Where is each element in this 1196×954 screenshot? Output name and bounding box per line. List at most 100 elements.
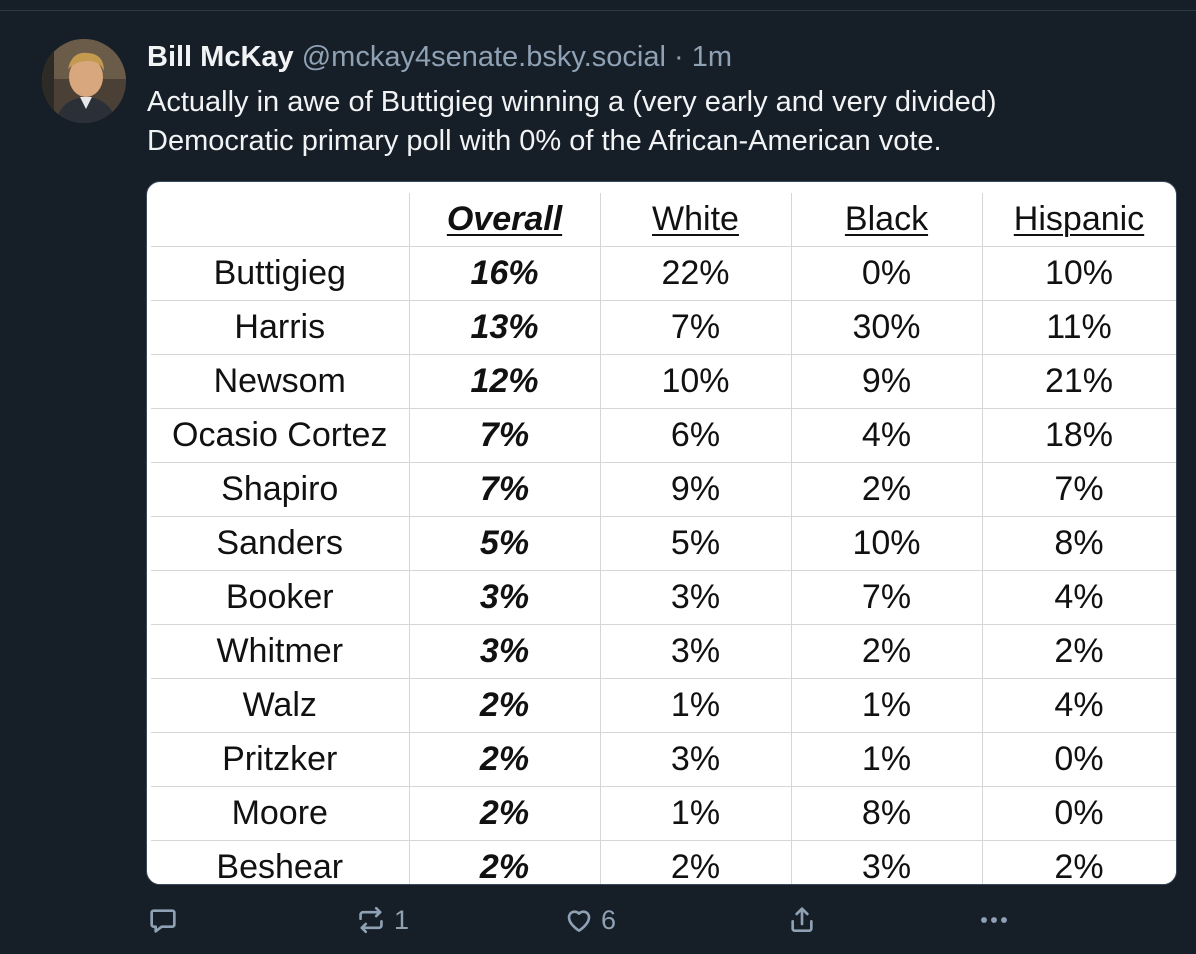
embedded-image[interactable]: Overall White Black Hispanic Buttigieg 16… [146,181,1177,885]
black-value-cell: 10% [791,516,983,571]
header-black: Black [791,193,983,247]
post-text-line: Actually in awe of Buttigieg winning a (… [147,86,997,118]
meta-separator: · [673,41,684,73]
candidate-name-cell: Sanders [151,516,410,571]
overall-value-cell: 7% [409,462,601,517]
overall-value-cell: 2% [409,732,601,787]
table-row: Buttigieg 16% 22% 0% 10% [151,246,1176,301]
black-value-cell: 30% [791,300,983,355]
post-timestamp[interactable]: 1m [691,41,732,73]
reply-button[interactable] [147,903,185,937]
candidate-name-cell: Whitmer [151,624,410,679]
hispanic-value-cell: 4% [982,570,1176,625]
candidate-name-cell: Shapiro [151,462,410,517]
black-value-cell: 7% [791,570,983,625]
repost-icon [359,906,383,934]
table-row: Sanders 5% 5% 10% 8% [151,516,1176,571]
table-row: Booker 3% 3% 7% 4% [151,570,1176,625]
table-body: Buttigieg 16% 22% 0% 10% Harris 13% 7% 30% 11% New… [151,246,1176,884]
black-value-cell: 4% [791,408,983,463]
header-overall: Overall [409,193,601,247]
white-value-cell: 3% [600,624,792,679]
hispanic-value-cell: 2% [982,624,1176,679]
candidate-name-cell: Ocasio Cortez [151,408,410,463]
header-hispanic: Hispanic [982,193,1176,247]
candidate-name-cell: Buttigieg [151,246,410,301]
white-value-cell: 6% [600,408,792,463]
black-value-cell: 1% [791,678,983,733]
black-value-cell: 1% [791,732,983,787]
white-value-cell: 2% [600,840,792,884]
post[interactable]: Bill McKay @mckay4senate.bsky.social · 1… [0,11,1196,954]
white-value-cell: 3% [600,732,792,787]
table-row: Moore 2% 1% 8% 0% [151,786,1176,841]
header-blank [151,193,410,247]
more-icon [981,917,1007,923]
table-row: Pritzker 2% 3% 1% 0% [151,732,1176,787]
table-row: Harris 13% 7% 30% 11% [151,300,1176,355]
repost-count: 1 [394,904,410,935]
post-header: Bill McKay @mckay4senate.bsky.social · 1… [147,39,732,75]
black-value-cell: 3% [791,840,983,884]
overall-value-cell: 2% [409,786,601,841]
black-value-cell: 0% [791,246,983,301]
poll-table: Overall White Black Hispanic Buttigieg 16… [151,193,1176,884]
candidate-name-cell: Booker [151,570,410,625]
overall-value-cell: 16% [409,246,601,301]
candidate-name-cell: Walz [151,678,410,733]
candidate-name-cell: Harris [151,300,410,355]
overall-value-cell: 7% [409,408,601,463]
white-value-cell: 22% [600,246,792,301]
author-handle[interactable]: @mckay4senate.bsky.social [301,41,666,73]
hispanic-value-cell: 0% [982,786,1176,841]
black-value-cell: 8% [791,786,983,841]
share-button[interactable] [786,903,818,937]
overall-value-cell: 5% [409,516,601,571]
hispanic-value-cell: 10% [982,246,1176,301]
post-text-line: Democratic primary poll with 0% of the A… [147,125,942,157]
candidate-name-cell: Pritzker [151,732,410,787]
heart-icon [567,910,591,932]
overall-value-cell: 13% [409,300,601,355]
table-header-row: Overall White Black Hispanic [151,193,1176,247]
hispanic-value-cell: 8% [982,516,1176,571]
hispanic-value-cell: 0% [982,732,1176,787]
hispanic-value-cell: 18% [982,408,1176,463]
table-row: Walz 2% 1% 1% 4% [151,678,1176,733]
reply-icon [150,909,176,933]
white-value-cell: 7% [600,300,792,355]
overall-value-cell: 3% [409,570,601,625]
more-button[interactable] [976,903,1012,937]
table-row: Whitmer 3% 3% 2% 2% [151,624,1176,679]
overall-value-cell: 3% [409,624,601,679]
share-icon [791,907,813,932]
header-white: White [600,193,792,247]
post-actions: 1 6 [0,887,1196,951]
white-value-cell: 3% [600,570,792,625]
like-count: 6 [601,904,617,935]
repost-button[interactable]: 1 [354,903,409,937]
candidate-name-cell: Moore [151,786,410,841]
table-row: Newsom 12% 10% 9% 21% [151,354,1176,409]
hispanic-value-cell: 4% [982,678,1176,733]
avatar-photo [42,39,126,123]
feed-divider [0,10,1196,11]
avatar[interactable] [42,39,126,123]
table-row: Beshear 2% 2% 3% 2% [151,840,1176,884]
hispanic-value-cell: 7% [982,462,1176,517]
white-value-cell: 10% [600,354,792,409]
white-value-cell: 1% [600,786,792,841]
candidate-name-cell: Beshear [151,840,410,884]
table-row: Shapiro 7% 9% 2% 7% [151,462,1176,517]
white-value-cell: 9% [600,462,792,517]
table-row: Ocasio Cortez 7% 6% 4% 18% [151,408,1176,463]
white-value-cell: 1% [600,678,792,733]
white-value-cell: 5% [600,516,792,571]
author-name[interactable]: Bill McKay [147,41,294,73]
hispanic-value-cell: 2% [982,840,1176,884]
hispanic-value-cell: 11% [982,300,1176,355]
like-button[interactable]: 6 [563,903,616,937]
hispanic-value-cell: 21% [982,354,1176,409]
overall-value-cell: 2% [409,678,601,733]
black-value-cell: 2% [791,462,983,517]
